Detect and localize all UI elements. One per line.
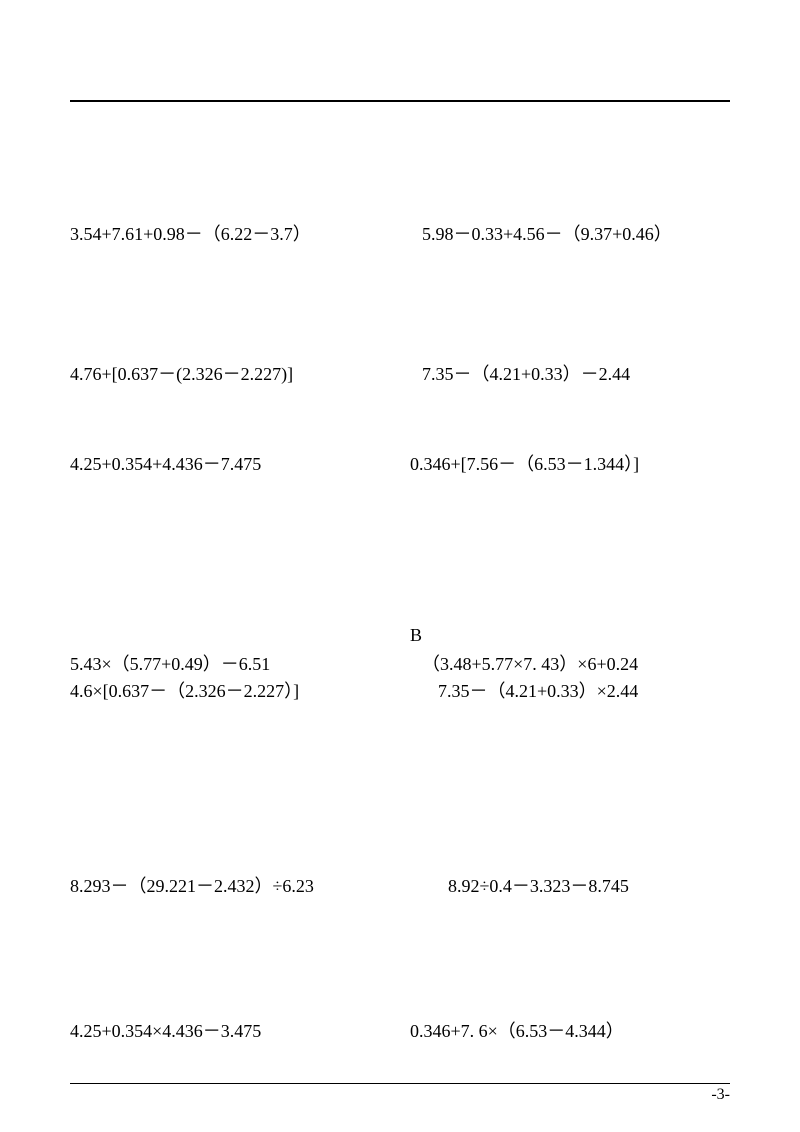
problem-left: 3.54+7.61+0.98－（6.22－3.7） bbox=[70, 222, 400, 247]
problem-left: 4.25+0.354+4.436－7.475 bbox=[70, 452, 400, 477]
problem-row: 4.25+0.354+4.436－7.475 0.346+[7.56－（6.53… bbox=[70, 452, 730, 477]
section-label-row: B bbox=[70, 623, 730, 648]
problem-right: 7.35－（4.21+0.33）－2.44 bbox=[400, 362, 730, 387]
problem-row: 5.43×（5.77+0.49）－6.51 （3.48+5.77×7. 43）×… bbox=[70, 652, 730, 677]
problem-row: 4.76+[0.637－(2.326－2.227)] 7.35－（4.21+0.… bbox=[70, 362, 730, 387]
problem-right: 7.35－（4.21+0.33）×2.44 bbox=[400, 679, 730, 704]
problem-row: 4.6×[0.637－（2.326－2.227）] 7.35－（4.21+0.3… bbox=[70, 679, 730, 704]
section-b-label: B bbox=[410, 625, 422, 645]
section-label: B bbox=[400, 623, 730, 648]
problem-right: 0.346+[7.56－（6.53－1.344）] bbox=[400, 452, 730, 477]
problem-left: 8.293－（29.221－2.432）÷6.23 bbox=[70, 874, 400, 899]
problem-row: 4.25+0.354×4.436－3.475 0.346+7. 6×（6.53－… bbox=[70, 1019, 730, 1044]
problem-left: 5.43×（5.77+0.49）－6.51 bbox=[70, 652, 400, 677]
problem-right: （3.48+5.77×7. 43）×6+0.24 bbox=[400, 652, 730, 677]
problem-left: 4.25+0.354×4.436－3.475 bbox=[70, 1019, 400, 1044]
problem-right: 0.346+7. 6×（6.53－4.344） bbox=[400, 1019, 730, 1044]
top-horizontal-rule bbox=[70, 100, 730, 102]
empty-cell bbox=[70, 623, 400, 648]
problem-row: 3.54+7.61+0.98－（6.22－3.7） 5.98－0.33+4.56… bbox=[70, 222, 730, 247]
page-number: -3- bbox=[711, 1086, 730, 1104]
problem-row: 8.293－（29.221－2.432）÷6.23 8.92÷0.4－3.323… bbox=[70, 874, 730, 899]
problem-right: 5.98－0.33+4.56－（9.37+0.46） bbox=[400, 222, 730, 247]
problem-right: 8.92÷0.4－3.323－8.745 bbox=[400, 874, 730, 899]
bottom-horizontal-rule bbox=[70, 1083, 730, 1084]
problem-left: 4.6×[0.637－（2.326－2.227）] bbox=[70, 679, 400, 704]
document-page: 3.54+7.61+0.98－（6.22－3.7） 5.98－0.33+4.56… bbox=[0, 0, 800, 1132]
problem-left: 4.76+[0.637－(2.326－2.227)] bbox=[70, 362, 400, 387]
